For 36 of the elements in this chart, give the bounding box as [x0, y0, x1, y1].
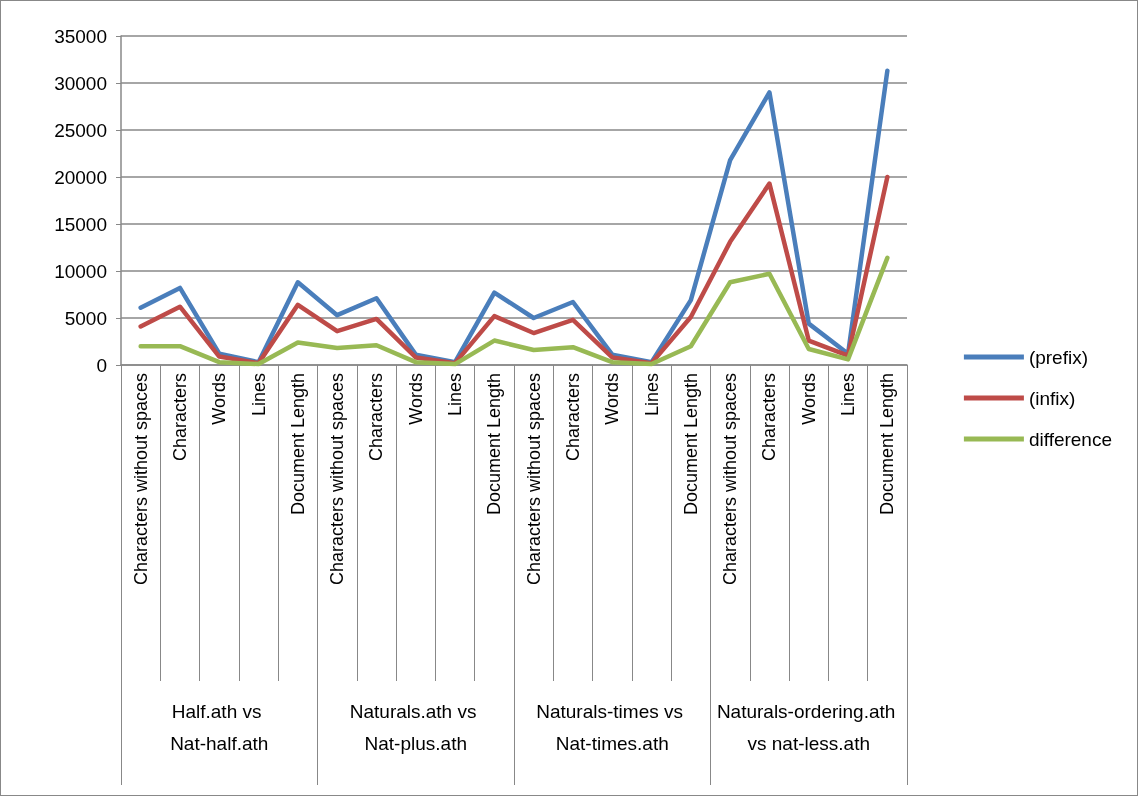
x-tick-label: Characters without spaces: [130, 373, 151, 586]
text: Naturals-times vs Nat-times.ath: [536, 700, 689, 754]
x-tick-label: Lines: [445, 373, 466, 417]
x-tick-label: Characters: [759, 373, 780, 462]
x-tick-label: Words: [798, 373, 819, 425]
y-tick-label: 25000: [54, 119, 107, 141]
x-tick-label: Characters: [366, 373, 387, 462]
x-tick-label: Document Length: [877, 373, 898, 516]
x-tick-label: Words: [602, 373, 623, 425]
x-tick-label: Characters without spaces: [523, 373, 544, 586]
x-tick-label: Document Length: [680, 373, 701, 516]
text: Naturals-ordering.ath vs nat-less.ath: [716, 700, 901, 754]
y-tick-label: 30000: [54, 72, 107, 94]
x-tick-label: Document Length: [287, 373, 308, 516]
x-tick-label: Document Length: [484, 373, 505, 516]
x-tick-label: Words: [209, 373, 230, 425]
x-tick-label: Characters without spaces: [327, 373, 348, 586]
y-tick-label: 35000: [54, 25, 107, 47]
text: Naturals.ath vs Nat-plus.ath: [349, 700, 482, 754]
x-tick-label: Characters: [169, 373, 190, 462]
x-tick-label: Lines: [641, 373, 662, 417]
legend-label: (prefix): [1028, 346, 1089, 368]
x-tick-label: Lines: [838, 373, 859, 417]
legend-label: (infix): [1028, 387, 1076, 409]
text: Half.ath vs Nat-half.ath: [170, 700, 269, 754]
x-tick-label: Characters: [562, 373, 583, 462]
legend-label: difference: [1028, 428, 1113, 450]
line-series: [138, 255, 890, 367]
y-tick-label: 20000: [54, 166, 107, 188]
y-tick-label: 10000: [54, 260, 107, 282]
x-tick-label: Characters without spaces: [720, 373, 741, 586]
y-tick-label: 5000: [64, 307, 107, 329]
x-tick-label: Lines: [248, 373, 269, 417]
y-tick-label: 15000: [54, 213, 107, 235]
x-tick-label: Words: [405, 373, 426, 425]
y-tick-label: 0: [96, 354, 107, 376]
